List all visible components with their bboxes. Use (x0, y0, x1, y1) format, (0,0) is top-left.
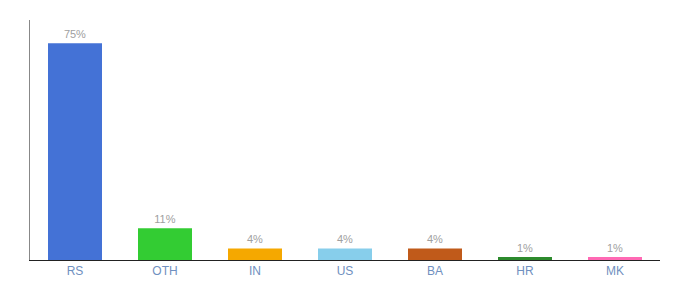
svg-text:US: US (337, 264, 354, 278)
svg-text:4%: 4% (427, 233, 443, 245)
svg-text:RS: RS (67, 264, 84, 278)
svg-text:75%: 75% (64, 28, 86, 40)
svg-text:OTH: OTH (152, 264, 177, 278)
svg-text:4%: 4% (247, 233, 263, 245)
svg-text:MK: MK (606, 264, 624, 278)
svg-text:4%: 4% (337, 233, 353, 245)
svg-text:BA: BA (427, 264, 443, 278)
svg-text:1%: 1% (607, 242, 623, 254)
svg-text:11%: 11% (154, 213, 175, 225)
svg-text:1%: 1% (517, 242, 533, 254)
svg-text:IN: IN (249, 264, 261, 278)
svg-text:HR: HR (516, 264, 534, 278)
